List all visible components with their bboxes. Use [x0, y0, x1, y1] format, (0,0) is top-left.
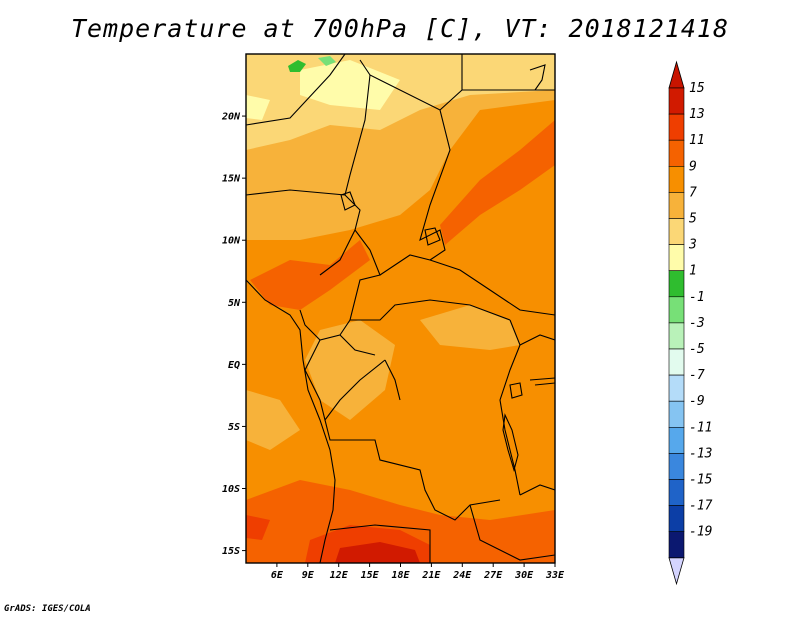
border-uganda	[519, 334, 555, 346]
colorbar-label: 1	[689, 264, 697, 279]
colorbar-label: 11	[689, 133, 705, 148]
colorbar-label: -15	[689, 473, 713, 488]
border-drc-angola	[324, 419, 501, 521]
colorbar-swatch	[668, 87, 685, 115]
border-cameroon-chad	[339, 229, 381, 336]
colorbar-swatch	[668, 244, 685, 272]
lat-tick-label: 5S	[228, 422, 240, 433]
border-drc-west	[384, 359, 401, 401]
lon-tick-label: 9E	[302, 570, 315, 581]
border-kenya	[529, 377, 555, 381]
colorbar-swatch	[668, 139, 685, 167]
lat-tick-label: 15N	[222, 174, 241, 185]
border-north-1	[246, 54, 346, 126]
colorbar-label: -13	[689, 446, 712, 461]
colorbar-swatch	[668, 426, 685, 454]
coastline	[246, 279, 336, 563]
colorbar-label: -5	[689, 342, 705, 357]
colorbar-swatch	[668, 374, 685, 402]
colorbar-swatch	[668, 505, 685, 533]
border-nigeria-north	[246, 189, 361, 276]
lake-victoria	[534, 382, 555, 386]
colorbar-swatch	[668, 348, 685, 376]
lat-tick-label: 20N	[221, 112, 241, 123]
lake-chad	[340, 191, 356, 211]
border-cameroon-gabon	[299, 309, 376, 356]
colorbar-top-arrow	[668, 60, 685, 89]
lake-kivu	[509, 382, 523, 399]
colorbar-swatch	[668, 166, 685, 193]
field-11-13-east	[440, 120, 555, 245]
colorbar-swatch	[668, 400, 685, 428]
map-title: Temperature at 700hPa [C], VT: 201812141…	[70, 14, 730, 43]
colorbar-label: -9	[689, 394, 705, 409]
colorbar-swatch	[668, 531, 685, 559]
credit-text: GrADS: IGES/COLA	[4, 604, 91, 614]
field-3-5-patch-west	[246, 95, 270, 120]
nile-delta	[529, 64, 546, 91]
border-angola-namibia	[329, 524, 431, 563]
latitude-axis: 20N 15N 10N 5N EQ 5S 10S 15S	[221, 112, 246, 557]
lat-tick-label: EQ	[228, 360, 240, 371]
colorbar-label: -3	[689, 316, 705, 331]
colorbar-swatch	[668, 453, 685, 480]
colorbar-label: 3	[688, 238, 697, 253]
field-7-9-coast	[246, 390, 300, 450]
colorbar-swatch	[668, 322, 685, 350]
lon-tick-label: 30E	[514, 570, 534, 581]
lake-tanganyika	[502, 413, 519, 473]
colorbar-label: -19	[689, 525, 712, 540]
colorbar-label: -11	[689, 420, 712, 435]
longitude-axis: 6E 9E 12E 15E 18E 21E 24E 27E 30E 33E	[271, 563, 565, 581]
colorbar-label: 5	[689, 212, 697, 227]
colorbar-swatch	[668, 218, 685, 245]
colorbar-label: 15	[689, 81, 705, 96]
lon-tick-label: 24E	[452, 570, 472, 581]
border-niger-chad	[344, 74, 371, 196]
field-7-9-congo	[420, 305, 520, 350]
colorbar-bottom-arrow	[668, 557, 685, 586]
lat-tick-label: 10S	[222, 484, 240, 495]
lon-tick-label: 27E	[483, 570, 503, 581]
field-3-5-patch	[300, 60, 400, 110]
field-13-15-southwest	[246, 515, 270, 540]
lon-tick-label: 21E	[421, 570, 441, 581]
border-zambia-south	[469, 504, 555, 561]
country-borders	[246, 54, 555, 563]
lat-tick-label: 15S	[222, 546, 240, 557]
lon-tick-label: 33E	[545, 570, 565, 581]
colorbar-swatch	[668, 296, 685, 324]
colorbar-label: 9	[689, 159, 697, 174]
colorbar-swatch	[668, 192, 685, 219]
field-1-3-patch	[288, 60, 306, 72]
colorbar-swatch	[668, 270, 685, 298]
lon-tick-label: 15E	[361, 570, 380, 581]
lon-tick-label: 12E	[330, 570, 349, 581]
colorbar-swatch	[668, 479, 685, 506]
temperature-field	[246, 54, 555, 563]
colorbar-swatch	[668, 113, 685, 141]
colorbar-label: 7	[689, 185, 697, 200]
field-minus1-1-patch	[318, 56, 336, 66]
lat-tick-label: 10N	[222, 236, 241, 247]
colorbar-label: -1	[689, 290, 705, 305]
field-above-15-south	[335, 542, 420, 563]
colorbar-label: -7	[689, 368, 705, 383]
border-tanzania	[519, 484, 555, 496]
border-car-congo	[350, 299, 511, 321]
border-car-sudan	[379, 254, 555, 316]
border-chad-sudan	[419, 109, 451, 261]
lat-tick-label: 5N	[228, 298, 241, 309]
colorbar-label: 13	[689, 107, 705, 122]
colorbar-label: -17	[689, 499, 713, 514]
field-11-13-west	[250, 240, 370, 310]
colorbar: 15 13 11 9 7 5 3 1 -1 -3 -5 -7 -9 -11 -13 -15 -17 -19	[668, 60, 713, 586]
lon-tick-label: 18E	[391, 570, 410, 581]
lake-chad-region	[424, 227, 441, 246]
field-7-9-central	[305, 320, 395, 420]
lon-tick-label: 6E	[271, 570, 284, 581]
